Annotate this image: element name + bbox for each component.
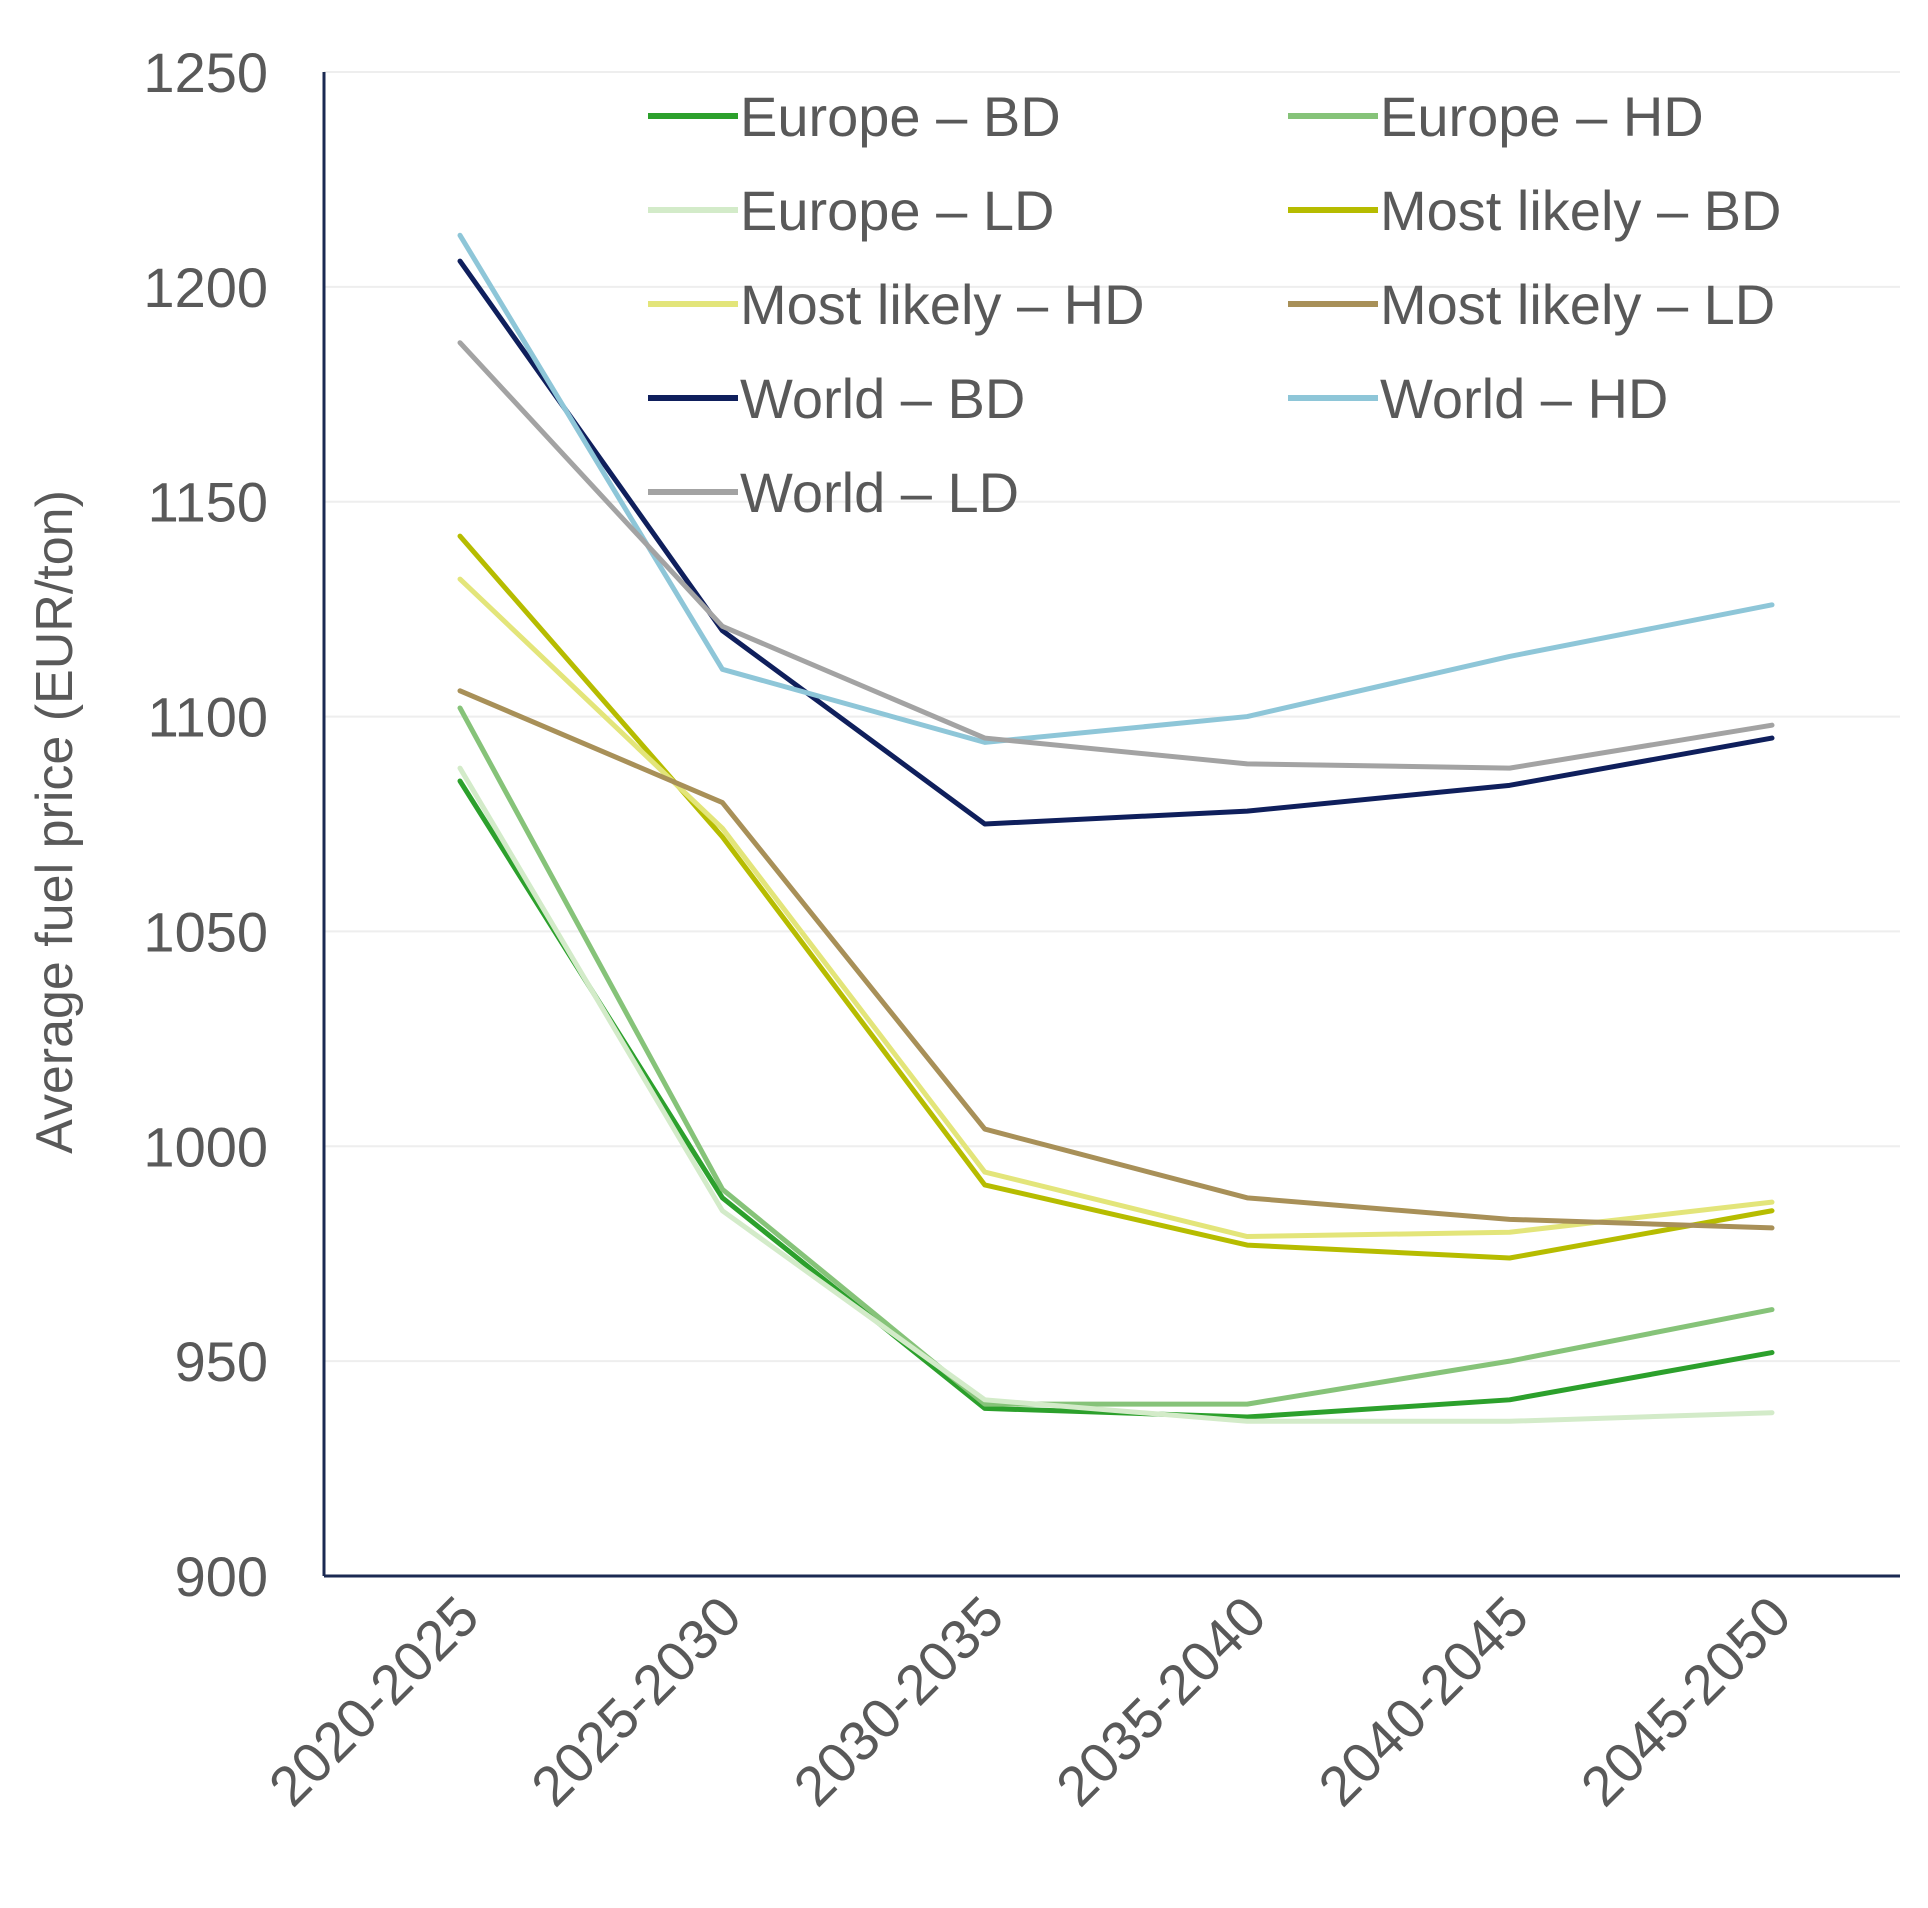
legend-label: Europe – BD bbox=[740, 85, 1061, 148]
x-tick-label: 2020-2025 bbox=[257, 1584, 491, 1818]
y-tick-label: 1200 bbox=[143, 256, 268, 319]
series-line-4 bbox=[457, 576, 1775, 1240]
legend-label: Europe – LD bbox=[740, 179, 1054, 242]
legend-label: Most likely – LD bbox=[1380, 273, 1775, 336]
y-axis-ticks: 900 950 1000 1050 1100 1150 1200 1250 bbox=[143, 41, 268, 1608]
legend-label: World – BD bbox=[740, 367, 1025, 430]
series-line-7 bbox=[457, 232, 1775, 745]
series-line-8 bbox=[457, 340, 1775, 771]
series-line-5 bbox=[457, 688, 1775, 1231]
y-tick-label: 1150 bbox=[148, 471, 268, 534]
legend: Europe – BD Europe – HD Europe – LD Most li… bbox=[648, 85, 1781, 524]
x-tick-label: 2040-2045 bbox=[1306, 1584, 1540, 1818]
y-axis-title: Average fuel price (EUR/ton) bbox=[26, 490, 84, 1154]
x-tick-label: 2045-2050 bbox=[1569, 1584, 1803, 1818]
legend-label: Most likely – HD bbox=[740, 273, 1145, 336]
series-line-1 bbox=[457, 705, 1775, 1407]
x-tick-label: 2030-2035 bbox=[781, 1584, 1015, 1818]
y-tick-label: 1250 bbox=[143, 41, 268, 104]
y-tick-label: 900 bbox=[175, 1545, 268, 1608]
legend-label: Europe – HD bbox=[1380, 85, 1704, 148]
x-tick-label: 2025-2030 bbox=[519, 1584, 753, 1818]
y-tick-label: 1050 bbox=[143, 900, 268, 963]
legend-label: World – HD bbox=[1380, 367, 1668, 430]
x-tick-label: 2035-2040 bbox=[1044, 1584, 1278, 1818]
series-lines bbox=[457, 232, 1775, 1424]
y-tick-label: 950 bbox=[175, 1330, 268, 1393]
grid-lines bbox=[324, 71, 1900, 1363]
y-tick-label: 1000 bbox=[143, 1115, 268, 1178]
series-line-2 bbox=[457, 765, 1775, 1424]
series-line-6 bbox=[457, 258, 1775, 827]
x-axis-ticks: 2020-2025 2025-2030 2030-2035 2035-2040 2040… bbox=[257, 1584, 1803, 1818]
legend-label: World – LD bbox=[740, 461, 1019, 524]
y-tick-label: 1100 bbox=[148, 686, 268, 749]
legend-label: Most likely – BD bbox=[1380, 179, 1781, 242]
